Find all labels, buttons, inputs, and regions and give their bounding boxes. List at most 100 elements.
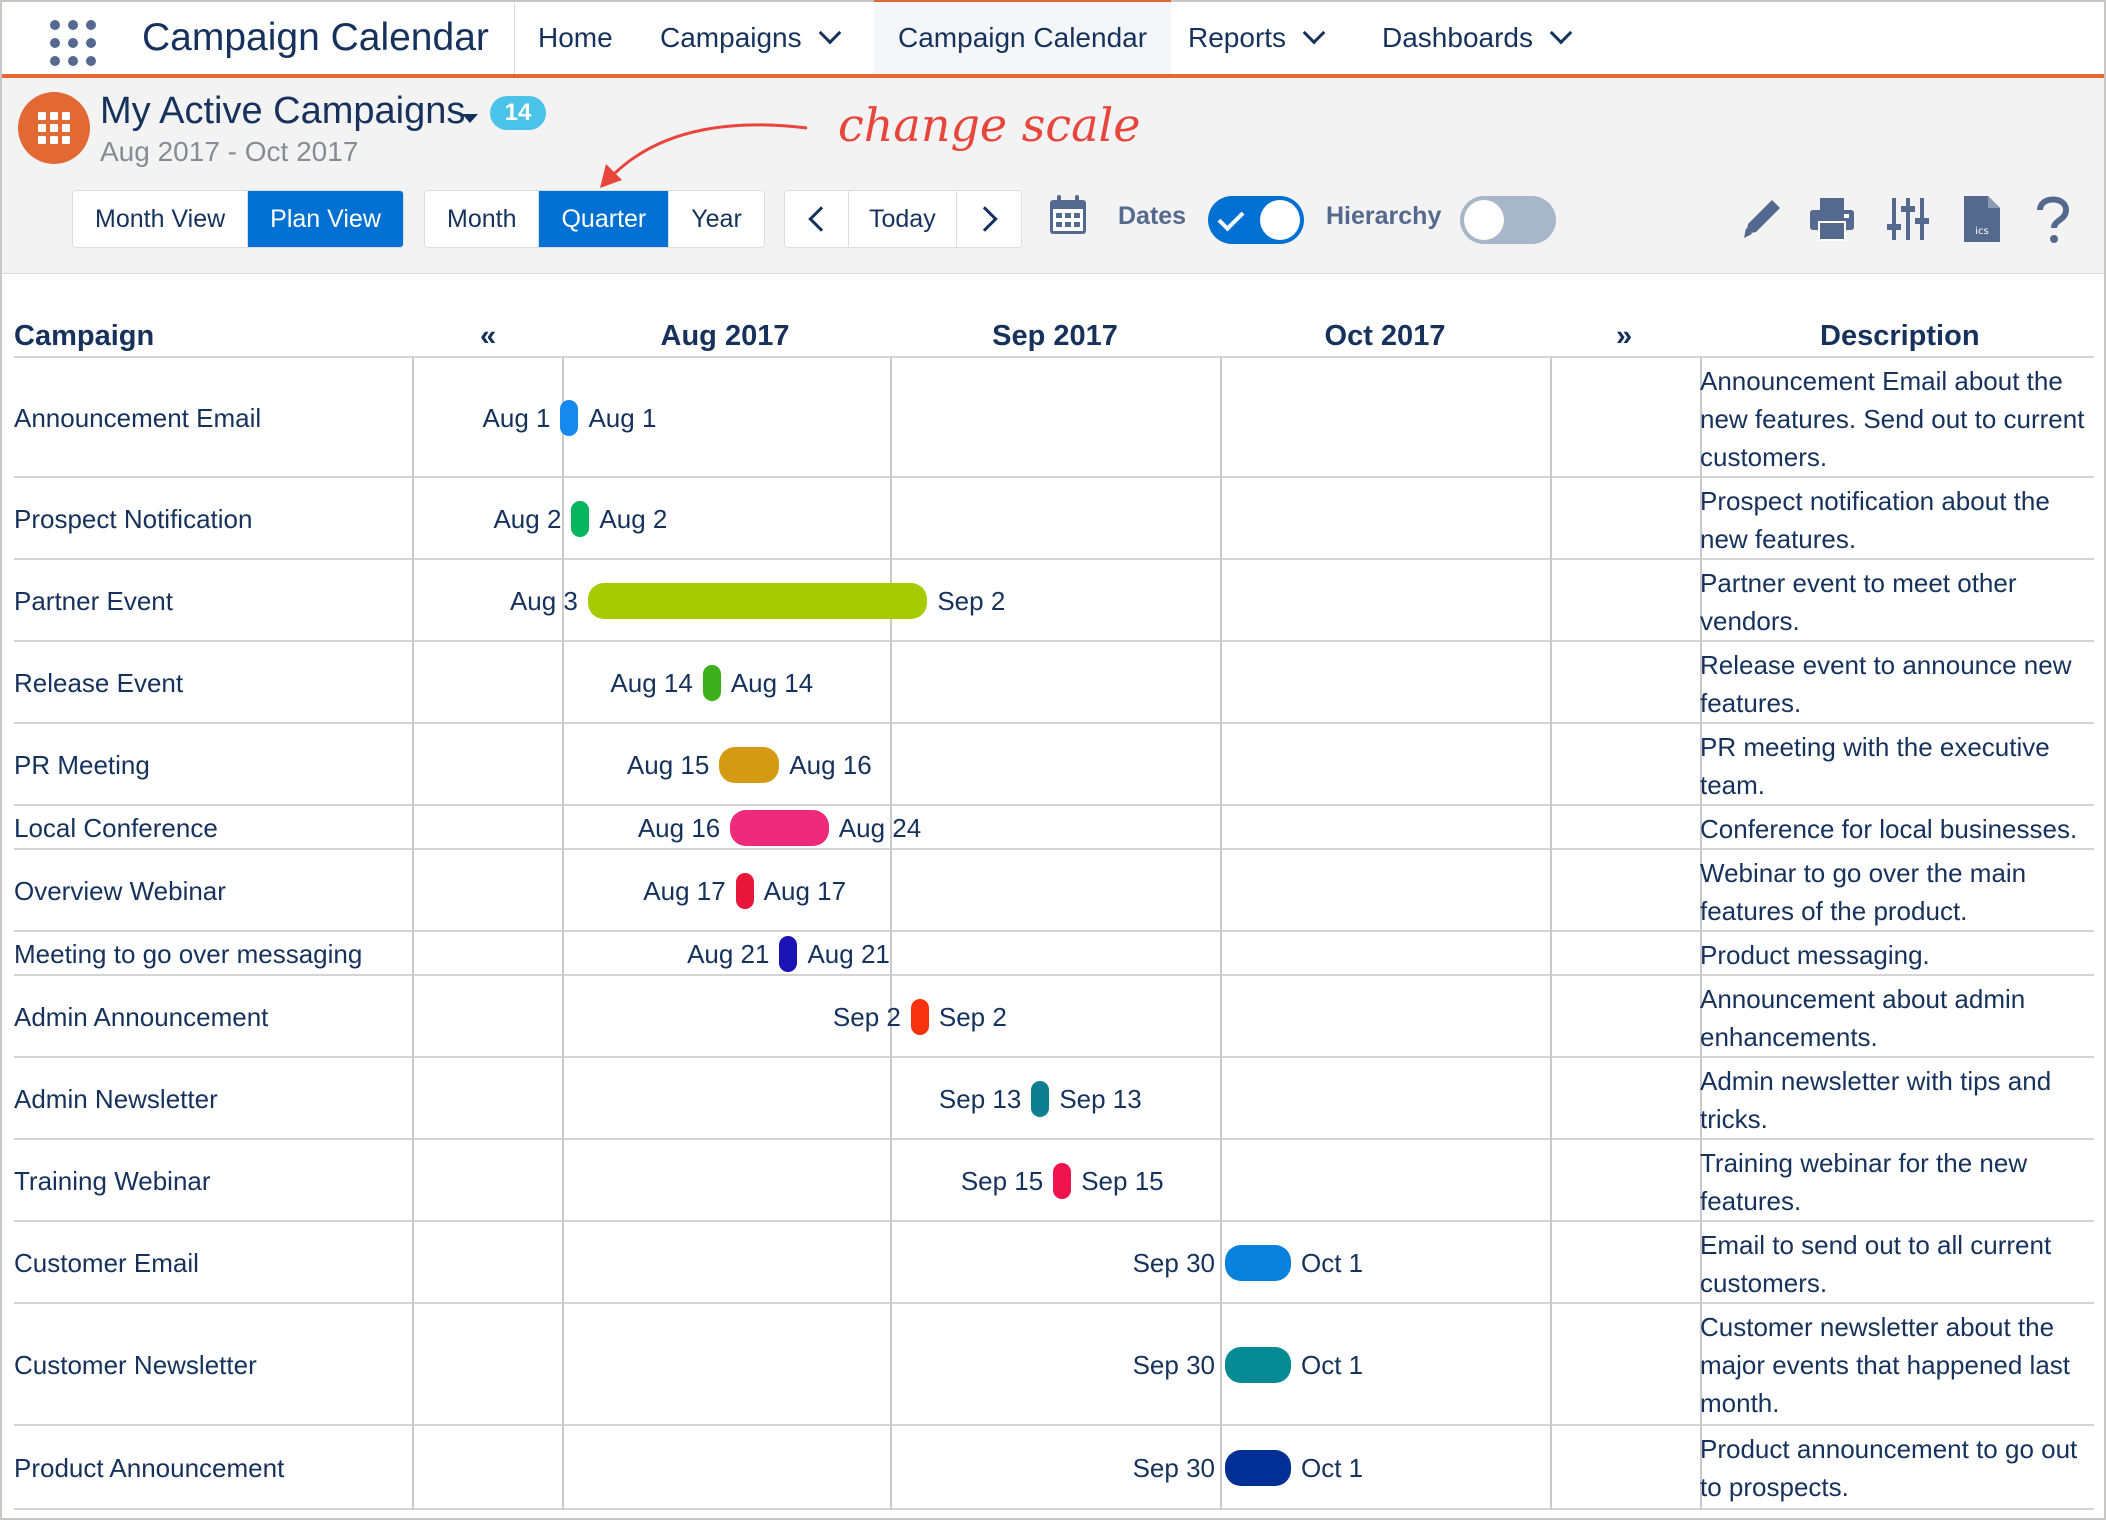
header-divider (14, 356, 2094, 358)
campaign-description: Product messaging. (1700, 940, 1930, 970)
previous-button[interactable] (785, 191, 849, 247)
campaign-bar[interactable] (571, 501, 590, 537)
chevron-down-icon[interactable] (818, 21, 841, 45)
column-divider (1550, 358, 1552, 1510)
start-date-label: Aug 16 (637, 813, 721, 843)
campaign-name[interactable]: Overview Webinar (14, 876, 226, 906)
nav-tab-label: Dashboards (1382, 22, 1533, 53)
campaign-bar[interactable] (910, 999, 929, 1035)
end-date-label: Aug 16 (789, 750, 872, 780)
campaign-calendar-icon (18, 92, 90, 164)
end-date-label: Aug 2 (599, 504, 668, 534)
campaign-bar[interactable] (1031, 1081, 1050, 1117)
scale-quarter-button[interactable]: Quarter (539, 191, 670, 247)
start-date-label: Sep 30 (1132, 1350, 1215, 1380)
start-date-label: Sep 30 (1132, 1453, 1215, 1483)
campaign-bar[interactable] (1225, 1347, 1291, 1383)
nav-tab-label: Reports (1188, 22, 1287, 53)
calendar-icon[interactable] (1048, 194, 1088, 236)
hierarchy-toggle[interactable] (1460, 196, 1556, 244)
today-button[interactable]: Today (849, 191, 957, 247)
start-date-label: Aug 15 (626, 750, 710, 780)
annotation-arrow-icon (600, 123, 808, 188)
previous-period-button[interactable]: « (480, 320, 497, 352)
month-header: Sep 2017 (992, 320, 1118, 352)
campaign-bar[interactable] (1225, 1450, 1291, 1486)
ics-file-icon[interactable]: ics (1958, 194, 2006, 244)
scale-month-button[interactable]: Month (425, 191, 540, 247)
campaign-description: Announcement about admin enhancements. (1700, 984, 2026, 1052)
record-count-badge: 14 (490, 96, 546, 130)
list-view-title[interactable]: My Active Campaigns (100, 90, 466, 132)
campaign-name[interactable]: Local Conference (14, 813, 218, 843)
row-divider (14, 804, 2094, 806)
campaign-description: PR meeting with the executive team. (1700, 732, 2050, 800)
campaign-bar[interactable] (702, 665, 721, 701)
campaign-name[interactable]: Product Announcement (14, 1453, 285, 1483)
column-divider (1220, 358, 1222, 1510)
next-period-button[interactable]: » (1616, 320, 1633, 352)
campaign-name[interactable]: Prospect Notification (14, 504, 253, 534)
campaign-name[interactable]: PR Meeting (14, 750, 150, 780)
nav-tab-campaign-calendar[interactable]: Campaign Calendar (874, 0, 1172, 74)
caret-down-icon[interactable] (462, 114, 478, 123)
start-date-label: Aug 1 (482, 403, 551, 433)
end-date-label: Sep 2 (937, 586, 1006, 616)
month-view-button[interactable]: Month View (73, 191, 249, 247)
help-icon[interactable] (2028, 194, 2076, 244)
campaign-name[interactable]: Announcement Email (14, 403, 262, 433)
start-date-label: Sep 2 (832, 1002, 901, 1032)
start-date-label: Aug 14 (610, 668, 693, 698)
start-date-label: Sep 15 (960, 1166, 1044, 1196)
dates-toggle[interactable] (1208, 196, 1304, 244)
campaign-bar[interactable] (587, 583, 928, 619)
campaign-bar[interactable] (735, 873, 754, 909)
campaign-name[interactable]: Admin Newsletter (14, 1084, 218, 1114)
campaign-name[interactable]: Training Webinar (14, 1166, 211, 1196)
campaign-bar[interactable] (560, 400, 579, 436)
description-column-header: Description (1820, 320, 1980, 352)
row-divider (14, 640, 2094, 642)
campaign-bar[interactable] (1225, 1245, 1291, 1281)
campaign-name[interactable]: Meeting to go over messaging (14, 939, 363, 969)
campaign-name[interactable]: Customer Email (14, 1248, 199, 1278)
nav-tab-reports[interactable]: Reports (1188, 2, 1326, 74)
settings-sliders-icon[interactable] (1884, 194, 1932, 244)
scale-year-button[interactable]: Year (669, 191, 764, 247)
campaign-bar[interactable] (1053, 1163, 1072, 1199)
start-date-label: Aug 3 (509, 586, 578, 616)
row-divider (14, 1056, 2094, 1058)
campaign-name[interactable]: Admin Announcement (14, 1002, 269, 1032)
campaign-name[interactable]: Release Event (14, 668, 184, 698)
toggle-knob (1260, 200, 1300, 240)
app-name: Campaign Calendar (142, 16, 489, 59)
row-divider (14, 476, 2094, 478)
campaign-description: Webinar to go over the main features of … (1700, 858, 2027, 926)
nav-tab-dashboards[interactable]: Dashboards (1382, 2, 1573, 74)
campaign-description: Partner event to meet other vendors. (1700, 568, 2017, 636)
nav-tab-home[interactable]: Home (538, 2, 613, 74)
campaign-name[interactable]: Customer Newsletter (14, 1350, 257, 1380)
nav-tab-label: Campaign Calendar (898, 22, 1148, 53)
start-date-label: Aug 2 (493, 504, 562, 534)
row-divider (14, 1220, 2094, 1222)
chevron-down-icon[interactable] (1302, 21, 1326, 45)
app-launcher-icon[interactable] (50, 20, 96, 66)
campaign-bar[interactable] (719, 747, 780, 783)
end-date-label: Aug 17 (763, 876, 847, 906)
nav-tab-label: Campaigns (660, 22, 802, 53)
edit-icon[interactable] (1738, 194, 1786, 244)
campaign-bar[interactable] (779, 936, 798, 972)
print-icon[interactable] (1808, 194, 1856, 244)
plan-view-button[interactable]: Plan View (248, 191, 403, 247)
view-mode-group: Month View Plan View (72, 190, 404, 248)
campaign-column-header: Campaign (14, 320, 155, 352)
next-button[interactable] (956, 191, 1021, 247)
end-date-label: Aug 24 (838, 813, 922, 843)
nav-divider (514, 2, 515, 74)
campaign-name[interactable]: Partner Event (14, 586, 173, 616)
nav-tab-campaigns[interactable]: Campaigns (660, 2, 841, 74)
date-range: Aug 2017 - Oct 2017 (100, 136, 359, 167)
chevron-down-icon[interactable] (1549, 21, 1573, 45)
campaign-bar[interactable] (730, 810, 829, 846)
